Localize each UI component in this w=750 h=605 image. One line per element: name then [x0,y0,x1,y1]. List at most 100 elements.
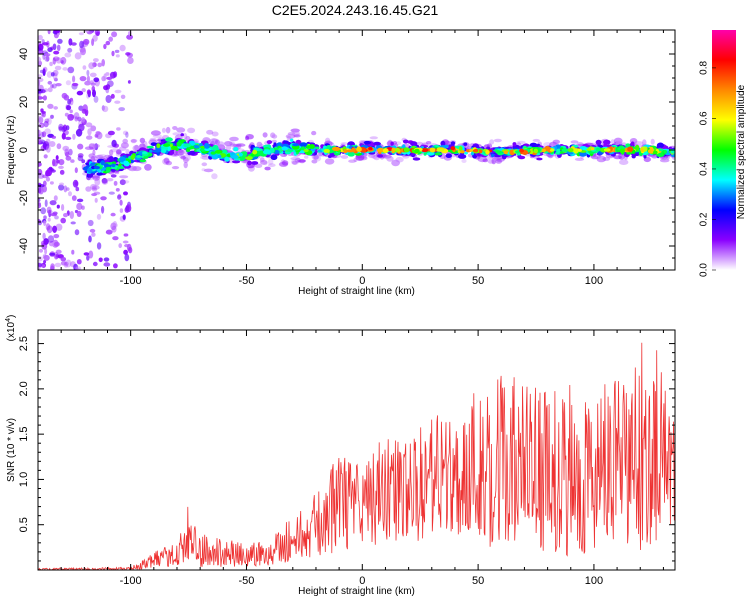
ridge-cell [458,146,463,152]
noise-speckle [76,202,83,210]
noise-speckle [58,184,65,191]
noise-speckle [66,187,70,191]
noise-speckle [55,83,62,87]
noise-speckle [86,75,90,83]
noise-speckle [115,54,120,58]
noise-speckle [49,200,57,206]
ridge-cell [503,150,509,155]
ridge-cell [590,147,595,151]
noise-speckle [42,66,48,73]
noise-speckle [38,256,43,262]
ridge-cell [619,148,625,154]
noise-speckle [43,154,48,159]
noise-speckle [114,100,121,104]
ridge-cell [212,144,219,151]
noise-speckle [54,65,62,71]
noise-speckle [56,143,62,150]
ridge-halo [395,156,404,163]
ridge-halo [106,178,114,182]
ridge-cell [577,148,582,152]
ridge-cell [586,148,593,151]
ridge-cell [217,154,222,159]
ridge-halo [201,162,208,167]
noise-speckle [105,95,112,103]
ridge-halo [201,168,206,172]
ridge-cell [464,151,468,155]
ridge-halo [254,163,263,168]
noise-speckle [66,105,72,111]
ridge-cell [634,144,640,151]
ridge-cell [286,148,294,152]
ridge-cell [567,148,574,153]
noise-speckle [112,221,117,228]
ridge-halo [291,159,299,165]
ridge-cell [111,163,116,168]
noise-speckle [126,52,133,58]
ridge-cell [390,141,394,146]
noise-speckle [50,263,55,270]
noise-speckle [63,185,68,193]
multiplier-open: (x10 [6,321,17,341]
ridge-cell [561,148,569,153]
ridge-cell [368,146,373,151]
noise-speckle [74,116,79,122]
ridge-cell [519,148,525,153]
ridge-cell [156,143,161,149]
ridge-cell [146,145,154,149]
ridge-cell [190,142,195,146]
ridge-halo [315,155,322,162]
noise-speckle [85,122,93,128]
noise-speckle [43,220,47,227]
noise-speckle [65,104,69,110]
noise-speckle [97,62,103,68]
noise-speckle [119,208,124,213]
noise-speckle [53,30,61,34]
x-tick-label: 100 [585,575,603,587]
noise-speckle [44,53,51,57]
noise-speckle [47,217,51,222]
noise-speckle [83,38,90,45]
noise-speckle [44,199,48,207]
noise-speckle [94,178,101,186]
ridge-halo [263,161,268,166]
ridge-halo [297,159,307,163]
noise-speckle [106,76,113,80]
noise-speckle [127,80,131,84]
ridge-halo [532,138,540,142]
spectrogram-heatmap [38,30,675,270]
ridge-cell [426,152,435,156]
ridge-cell [444,144,449,148]
noise-speckle [54,262,62,268]
noise-speckle [95,31,100,37]
noise-speckle [53,195,58,202]
ridge-halo [179,154,185,159]
noise-speckle [38,74,43,78]
ridge-halo [92,174,101,181]
noise-speckle [96,242,102,250]
noise-speckle [101,76,106,82]
ridge-cell [470,151,474,156]
ridge-halo [260,159,268,165]
ridge-cell [119,156,126,163]
ridge-cell [224,156,230,162]
ridge-cell [245,156,253,161]
ridge-cell [373,141,381,146]
noise-speckle [59,182,65,186]
noise-speckle [76,259,82,265]
noise-speckle [57,38,63,44]
noise-speckle [47,30,51,35]
noise-speckle [52,57,56,65]
ridge-cell [290,138,294,142]
ridge-halo [482,158,489,163]
noise-speckle [125,205,130,212]
noise-speckle [38,198,41,203]
noise-speckle [100,196,107,201]
ridge-halo [495,159,503,164]
noise-speckle [114,49,120,54]
ridge-cell [421,148,429,153]
noise-speckle [110,174,117,178]
noise-speckle [126,34,133,40]
snr-x-axis-label: Height of straight line (km) [298,586,415,597]
noise-speckle [88,62,95,70]
ridge-halo [311,130,317,136]
